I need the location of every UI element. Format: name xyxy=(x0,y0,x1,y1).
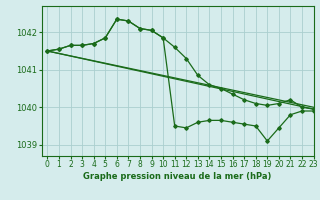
X-axis label: Graphe pression niveau de la mer (hPa): Graphe pression niveau de la mer (hPa) xyxy=(84,172,272,181)
